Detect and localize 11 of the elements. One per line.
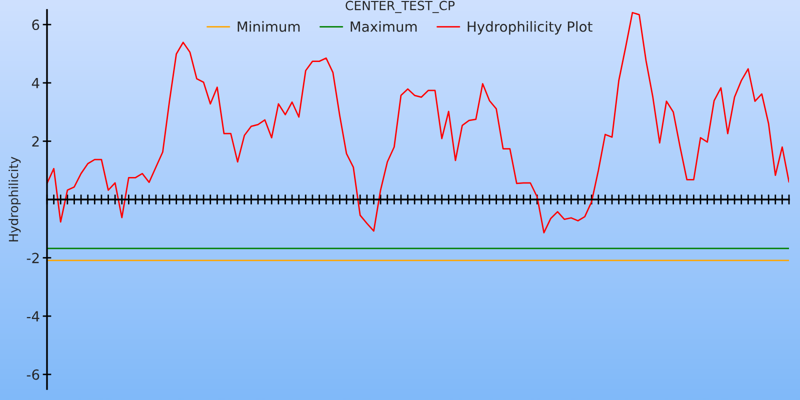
y-axis-title: Hydrophilicity (8, 156, 21, 242)
legend-label: Maximum (350, 21, 417, 32)
y-tick-label: -4 (26, 311, 40, 322)
chart-title: CENTER_TEST_CP (346, 0, 455, 14)
y-tick-label: 6 (32, 20, 40, 30)
legend-label: Minimum (238, 21, 300, 32)
y-tick-label: 4 (32, 78, 40, 88)
y-tick-label: -2 (26, 252, 39, 264)
legend-label: Hydrophilicity Plot (468, 21, 592, 35)
y-tick-label: 2 (32, 136, 39, 146)
y-tick-label: -6 (26, 369, 40, 380)
